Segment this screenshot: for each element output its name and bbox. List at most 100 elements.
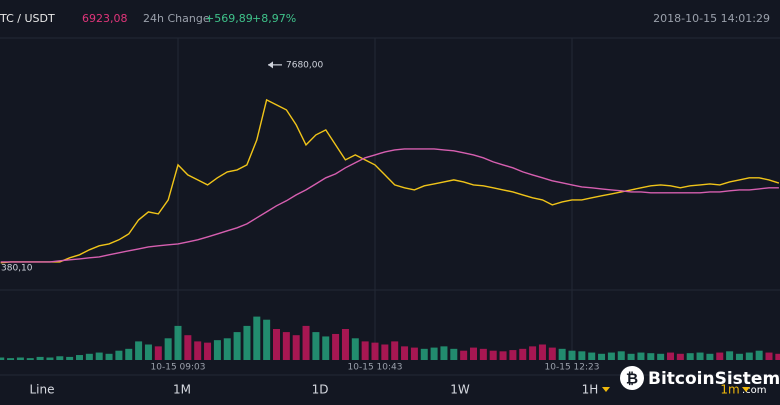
price-line <box>0 98 780 264</box>
volume-bar <box>401 346 409 360</box>
volume-bar <box>85 353 93 360</box>
volume-bar <box>263 319 271 360</box>
timestamp: 2018-10-15 14:01:29 <box>653 12 770 25</box>
arrow-head <box>268 61 273 69</box>
volume-bar <box>66 356 74 360</box>
volume-bar <box>46 357 54 360</box>
volume-bar <box>450 348 458 360</box>
volume-bar <box>696 352 704 360</box>
volume-bar <box>223 338 231 360</box>
volume-bar <box>460 350 468 360</box>
price: 6923,08 <box>82 12 128 25</box>
volume-bar <box>105 353 113 360</box>
volume-bar <box>509 350 517 360</box>
volume-bar <box>135 341 143 360</box>
volume-bar <box>0 357 5 360</box>
volume-bar <box>667 352 674 360</box>
volume-bar <box>243 325 251 360</box>
volume-bar <box>371 342 379 360</box>
interval-tab[interactable]: 1W <box>450 383 470 397</box>
volume-bar <box>637 352 645 360</box>
volume-bar <box>332 333 340 360</box>
volume-bar <box>735 353 743 360</box>
volume-bar <box>361 341 369 360</box>
volume-bar <box>144 344 152 360</box>
volume-bar <box>125 348 133 360</box>
volume-bar <box>726 351 734 360</box>
volume-bar <box>686 353 694 360</box>
volume-bar <box>302 325 310 360</box>
volume-bar <box>16 357 24 360</box>
pair: TC / USDT <box>0 12 55 25</box>
volume-bar <box>519 348 527 360</box>
volume-bar <box>410 347 418 360</box>
interval-tab[interactable]: 1H <box>582 383 599 397</box>
watermark-name: BitcoinSistemi <box>648 369 780 389</box>
volume-bar <box>154 346 162 360</box>
volume-bar <box>676 353 684 360</box>
peak-label: 7680,00 <box>286 60 323 70</box>
interval-tab[interactable]: 1m <box>720 383 739 397</box>
volume-bar <box>391 341 399 360</box>
interval-tab[interactable]: Line <box>29 383 54 397</box>
volume-bar <box>184 335 192 360</box>
volume-bar <box>470 347 477 360</box>
volume-bar <box>607 352 615 360</box>
volume-bar <box>657 353 665 360</box>
x-tick-label: 10-15 10:43 <box>348 363 403 373</box>
volume-bar <box>627 353 635 360</box>
change-label: 24h Change <box>143 12 210 25</box>
volume-bar <box>174 325 182 360</box>
volume-bar <box>204 342 212 360</box>
volume-bar <box>164 338 172 360</box>
interval-tab[interactable]: 1D <box>312 383 329 397</box>
volume-bar <box>430 347 438 360</box>
volume-bar <box>538 344 546 360</box>
volume-bar <box>292 335 300 360</box>
volume-bar <box>755 350 763 360</box>
volume-bar <box>489 350 497 360</box>
volume-bar <box>775 353 780 360</box>
volume-bar <box>745 352 753 360</box>
volume-bar <box>7 358 15 360</box>
volume-bar <box>282 332 290 360</box>
volume-bar <box>115 350 123 360</box>
watermark: ₿ BitcoinSistemi .com <box>620 366 780 396</box>
volume-bar <box>706 353 714 360</box>
dropdown-caret <box>742 387 750 392</box>
volume-bar <box>351 338 359 360</box>
volume-bar <box>548 347 556 360</box>
volume-bar <box>440 346 448 360</box>
volume-bar <box>578 351 586 360</box>
volume-bar <box>588 352 596 360</box>
dropdown-caret <box>602 387 610 392</box>
volume-bar <box>95 352 103 360</box>
volume-bar <box>499 351 507 360</box>
logo <box>620 366 644 390</box>
volume-bar <box>647 353 655 360</box>
volume-bar <box>253 316 261 360</box>
volume-bar <box>765 352 773 360</box>
volume-bar <box>56 356 64 360</box>
volume-bar <box>213 340 221 360</box>
interval-tab[interactable]: 1M <box>173 383 191 397</box>
price-line <box>0 148 779 263</box>
volume-bar <box>76 355 83 360</box>
change-pct: +8,97% <box>252 12 296 25</box>
low-label: 380,10 <box>1 263 33 273</box>
volume-bar <box>381 344 389 360</box>
volume-bar <box>312 332 320 360</box>
volume-bar <box>322 336 330 360</box>
volume-bar <box>598 353 606 360</box>
volume-bar <box>273 329 280 360</box>
volume-bar <box>420 348 428 360</box>
volume-bar <box>617 351 625 360</box>
logo-mark: ₿ <box>626 370 638 388</box>
volume-bar <box>479 348 487 360</box>
volume-bar <box>529 346 537 360</box>
volume-bar <box>26 358 34 360</box>
volume-bar <box>194 341 202 360</box>
